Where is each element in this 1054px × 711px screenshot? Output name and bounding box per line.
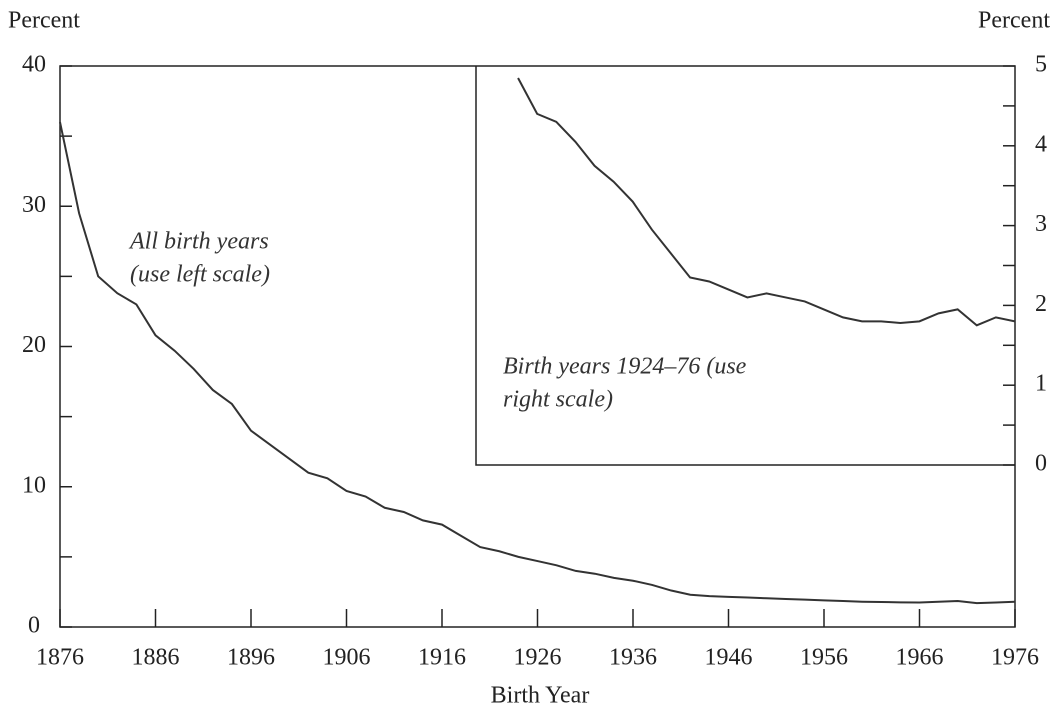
y-tick-label: 0: [1035, 451, 1047, 477]
y-tick-label: 30: [22, 192, 46, 218]
annotation: (use left scale): [130, 262, 270, 288]
x-tick-label: 1946: [705, 645, 753, 671]
annotation: right scale): [503, 387, 613, 413]
y-tick-label: 5: [1035, 52, 1047, 78]
plot-frame: [59, 65, 1016, 628]
x-tick-label: 1896: [227, 645, 275, 671]
y-tick-label: 40: [22, 52, 46, 78]
x-tick-label: 1916: [418, 645, 466, 671]
x-tick-label: 1926: [514, 645, 562, 671]
left-axis-label: Percent: [8, 8, 80, 34]
y-tick-label: 3: [1035, 211, 1047, 237]
x-tick-label: 1936: [609, 645, 657, 671]
annotation: Birth years 1924–76 (use: [503, 354, 747, 380]
y-tick-label: 20: [22, 332, 46, 358]
x-axis-label: Birth Year: [491, 683, 590, 709]
x-tick-label: 1876: [36, 645, 84, 671]
y-tick-label: 2: [1035, 291, 1047, 317]
right-axis-label: Percent: [978, 8, 1050, 34]
data-line: [59, 121, 1016, 605]
x-tick-label: 1966: [896, 645, 944, 671]
x-tick-label: 1976: [991, 645, 1039, 671]
y-tick-label: 10: [22, 472, 46, 498]
inset-frame: [475, 66, 1015, 466]
annotation: All birth years: [128, 229, 269, 255]
y-tick-label: 0: [28, 613, 40, 639]
x-tick-label: 1886: [132, 645, 180, 671]
x-tick-label: 1956: [800, 645, 848, 671]
x-tick-label: 1906: [323, 645, 371, 671]
y-tick-label: 1: [1035, 371, 1047, 397]
y-tick-label: 4: [1035, 131, 1047, 157]
data-line: [517, 77, 1015, 327]
